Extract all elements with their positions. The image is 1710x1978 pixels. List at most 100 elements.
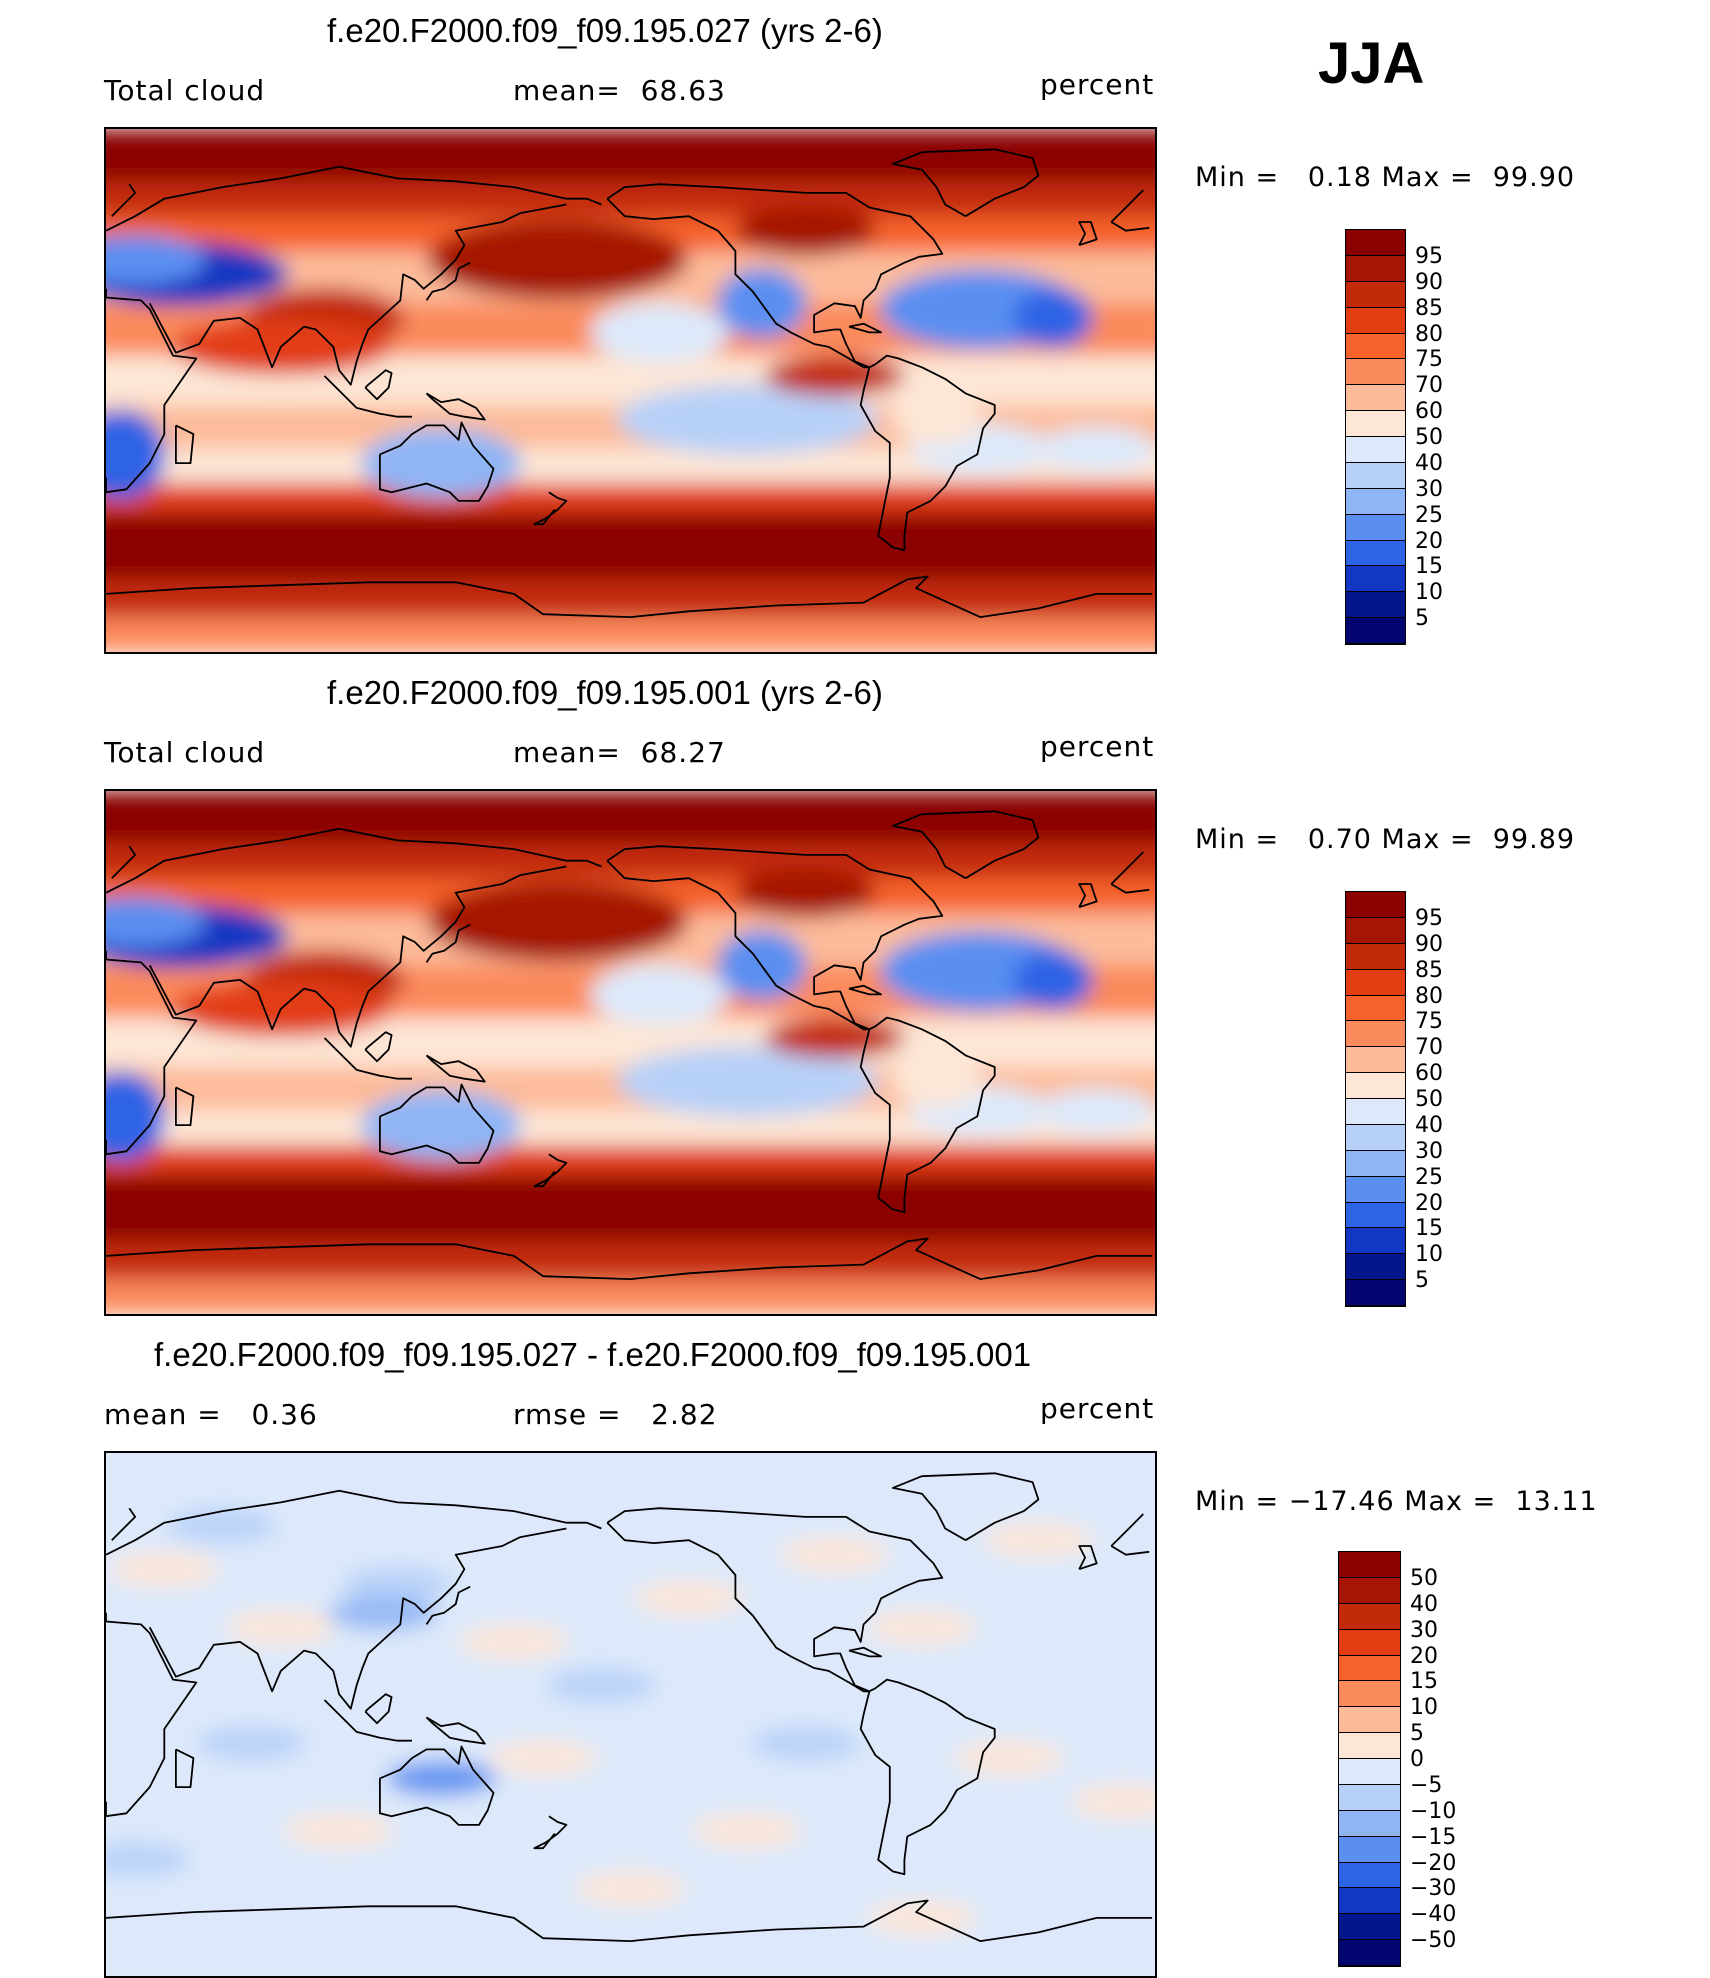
panel-1-map — [104, 127, 1157, 654]
colorbar-label: 10 — [1415, 1242, 1443, 1268]
panel-3-map-svg — [106, 1453, 1155, 1976]
panel-1-minmax: Min = 0.18 Max = 99.90 — [1195, 162, 1576, 193]
colorbar-label: 40 — [1410, 1591, 1438, 1617]
colorbar-label: 40 — [1415, 450, 1443, 476]
colorbar-swatch — [1339, 1603, 1400, 1630]
colorbar-swatch — [1346, 1099, 1405, 1125]
colorbar-swatch — [1339, 1577, 1400, 1604]
colorbar-swatch — [1339, 1681, 1400, 1708]
colorbar-label: 60 — [1415, 1061, 1443, 1087]
colorbar-label: 25 — [1415, 502, 1443, 528]
colorbar-swatch — [1346, 437, 1405, 463]
panel-2-units: percent — [1040, 730, 1155, 763]
panel-2-title: f.e20.F2000.f09_f09.195.001 (yrs 2-6) — [327, 674, 883, 711]
colorbar-label: −30 — [1410, 1876, 1457, 1902]
colorbar-swatch — [1346, 488, 1405, 515]
colorbar-swatch — [1346, 995, 1405, 1022]
colorbar-swatch — [1346, 1047, 1405, 1074]
colorbar-swatch — [1339, 1940, 1400, 1966]
colorbar-swatch — [1346, 359, 1405, 386]
colorbar-swatch — [1339, 1784, 1400, 1811]
panel-2-variable: Total cloud — [104, 736, 266, 769]
colorbar-swatch — [1346, 1280, 1405, 1306]
colorbar-swatch — [1346, 385, 1405, 412]
panel-3-colorbar: 50 40 30 20 15 10 5 0 −5 −10 −15 −20 −30 −40 −50 — [1338, 1551, 1456, 1967]
colorbar-swatch — [1346, 892, 1405, 918]
colorbar-label: 10 — [1410, 1695, 1438, 1721]
colorbar-label: 15 — [1415, 554, 1443, 580]
colorbar-swatch — [1346, 281, 1405, 308]
colorbar-label: 85 — [1415, 957, 1443, 983]
colorbar-label: 20 — [1415, 1190, 1443, 1216]
colorbar-swatch — [1346, 1202, 1405, 1229]
colorbar-label: −20 — [1410, 1850, 1457, 1876]
colorbar-label: 75 — [1415, 1009, 1443, 1035]
colorbar-swatch — [1346, 917, 1405, 944]
colorbar-swatch — [1346, 514, 1405, 541]
colorbar-label: 75 — [1415, 347, 1443, 373]
colorbar-swatch — [1346, 230, 1405, 256]
colorbar-label: 80 — [1415, 321, 1443, 347]
colorbar-label: 30 — [1415, 1138, 1443, 1164]
panel-3-title: f.e20.F2000.f09_f09.195.027 - f.e20.F200… — [154, 1336, 1032, 1373]
colorbar-label: 0 — [1410, 1747, 1424, 1772]
panel-3-units: percent — [1040, 1392, 1155, 1425]
colorbar-label: 5 — [1415, 606, 1429, 632]
colorbar-swatch — [1339, 1862, 1400, 1889]
panel-3-mean: mean = 0.36 — [104, 1398, 318, 1431]
colorbar-label: 70 — [1415, 1035, 1443, 1061]
colorbar-swatch — [1339, 1733, 1400, 1759]
colorbar-swatch — [1346, 307, 1405, 334]
colorbar-label: −15 — [1410, 1824, 1457, 1850]
colorbar-label: 70 — [1415, 373, 1443, 399]
panel-2-map — [104, 789, 1157, 1316]
colorbar-swatch — [1339, 1707, 1400, 1734]
colorbar-swatch — [1339, 1810, 1400, 1837]
colorbar-swatch — [1346, 462, 1405, 489]
colorbar-label: 50 — [1415, 1087, 1443, 1112]
colorbar-label: 85 — [1415, 295, 1443, 321]
colorbar-label: 80 — [1415, 983, 1443, 1009]
panel-3-map — [104, 1451, 1157, 1978]
colorbar-swatch — [1346, 333, 1405, 360]
panel-1-mean: mean= 68.63 — [513, 74, 726, 107]
colorbar-swatch — [1346, 592, 1405, 619]
season-label: JJA — [1318, 31, 1425, 96]
colorbar-swatch — [1346, 1176, 1405, 1203]
panel-3-minmax: Min = −17.46 Max = 13.11 — [1195, 1486, 1598, 1517]
colorbar-label: 5 — [1410, 1721, 1424, 1747]
panel-1-units: percent — [1040, 68, 1155, 101]
panel-1-map-svg — [106, 129, 1155, 652]
colorbar-swatch — [1346, 969, 1405, 996]
panel-3-rmse: rmse = 2.82 — [513, 1398, 718, 1431]
colorbar-label: 90 — [1415, 269, 1443, 295]
colorbar-label: 20 — [1410, 1643, 1438, 1669]
colorbar-swatch — [1339, 1629, 1400, 1656]
colorbar-label: −40 — [1410, 1902, 1457, 1928]
colorbar-swatch — [1339, 1836, 1400, 1863]
colorbar-label: 95 — [1415, 905, 1443, 931]
colorbar-label: 30 — [1415, 476, 1443, 502]
colorbar-swatch — [1346, 1124, 1405, 1151]
colorbar-swatch — [1346, 618, 1405, 644]
colorbar-label: 20 — [1415, 528, 1443, 554]
colorbar-label: 40 — [1415, 1112, 1443, 1138]
panel-2-mean: mean= 68.27 — [513, 736, 726, 769]
colorbar-label: 95 — [1415, 243, 1443, 269]
panel-2-minmax: Min = 0.70 Max = 99.89 — [1195, 824, 1576, 855]
panel-1-variable: Total cloud — [104, 74, 266, 107]
colorbar-swatch — [1346, 255, 1405, 282]
colorbar-label: 5 — [1415, 1268, 1429, 1294]
colorbar-swatch — [1339, 1914, 1400, 1941]
colorbar-swatch — [1339, 1655, 1400, 1682]
colorbar-swatch — [1339, 1552, 1400, 1578]
colorbar-label: 15 — [1410, 1669, 1438, 1695]
panel-2-colorbar: 95 90 85 80 75 70 60 50 40 30 25 20 15 10 5 — [1345, 891, 1443, 1307]
panel-2-map-svg — [106, 791, 1155, 1314]
panel-1-title: f.e20.F2000.f09_f09.195.027 (yrs 2-6) — [327, 12, 883, 49]
colorbar-label: 30 — [1410, 1617, 1438, 1643]
colorbar-swatch — [1346, 566, 1405, 593]
colorbar-swatch — [1339, 1759, 1400, 1785]
colorbar-label: 15 — [1415, 1216, 1443, 1242]
colorbar-label: 50 — [1415, 425, 1443, 450]
